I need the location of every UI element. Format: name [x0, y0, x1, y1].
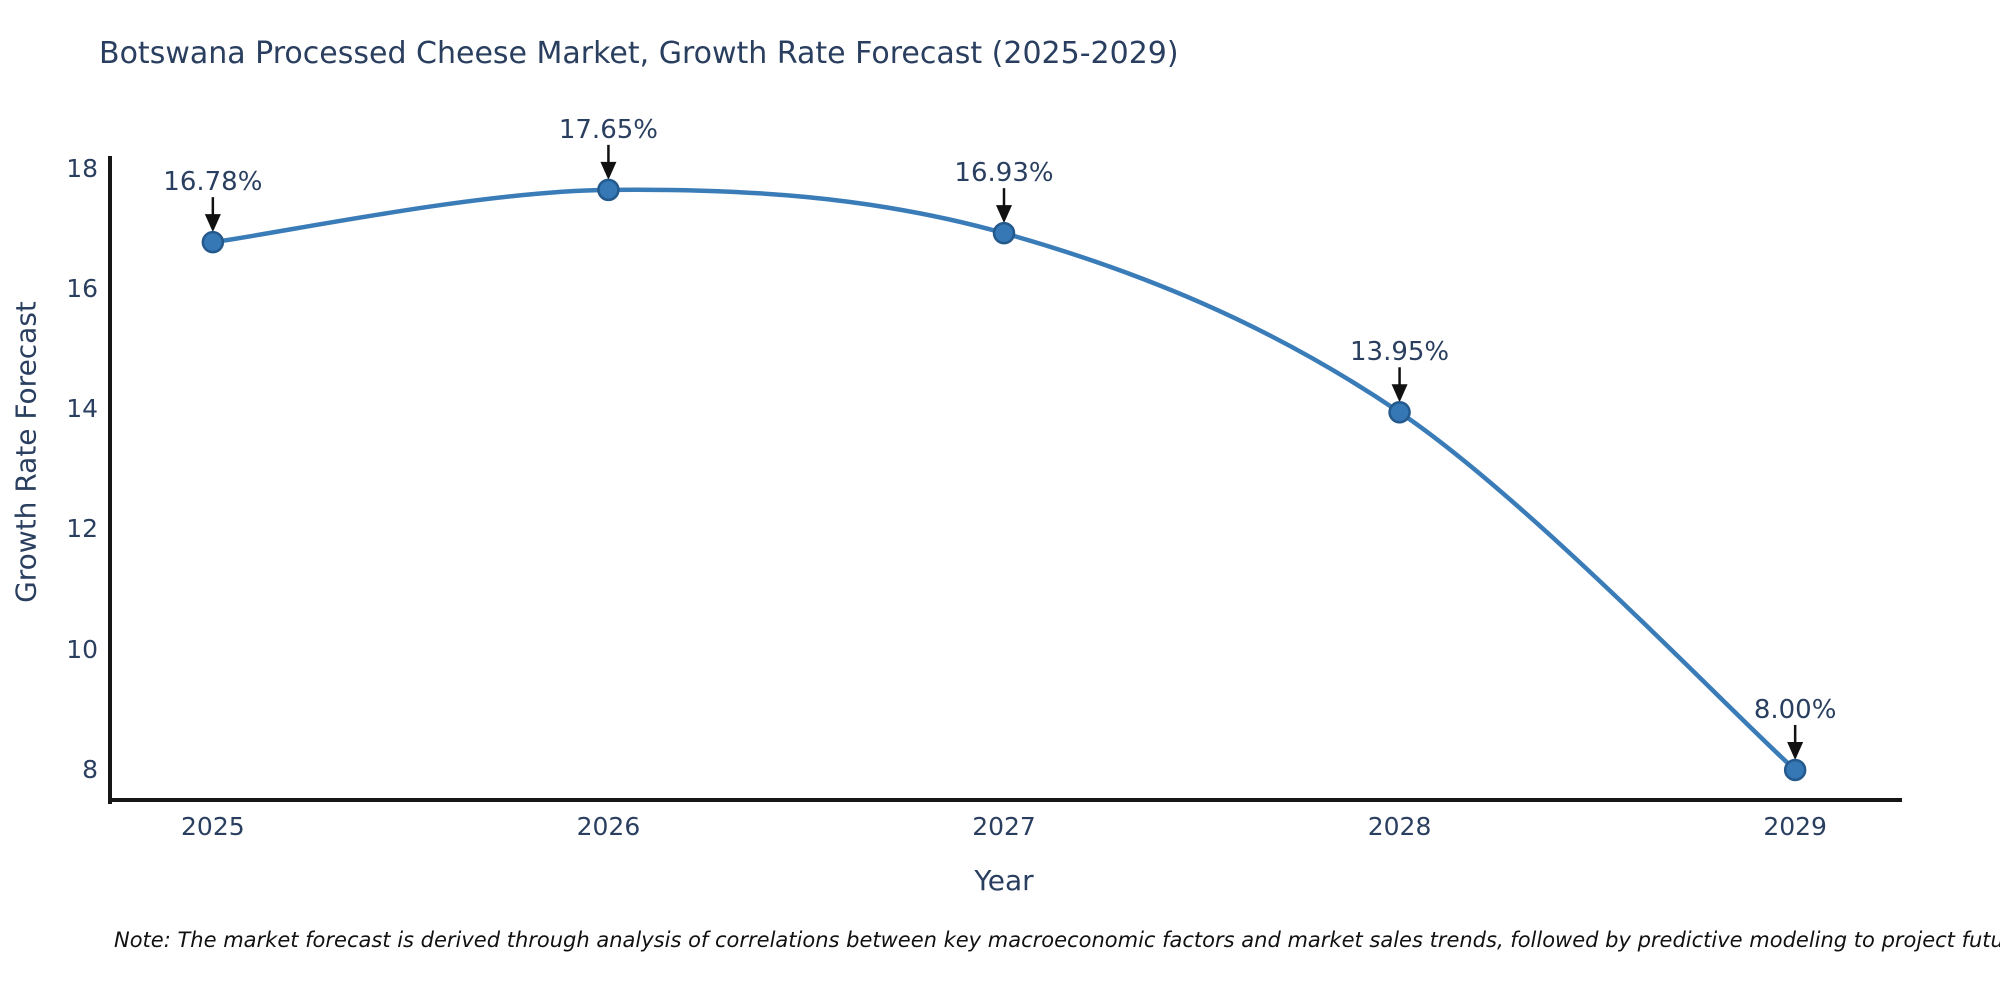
annotation-label: 8.00% — [1753, 694, 1837, 725]
trend-line — [212, 187, 1797, 772]
annotation-arrowhead-icon — [1787, 741, 1804, 760]
x-axis-line — [108, 798, 1902, 802]
x-tick-label: 2026 — [576, 812, 641, 841]
x-tick-label: 2025 — [181, 812, 245, 841]
y-tick-label: 8 — [82, 754, 98, 784]
y-axis-line — [108, 156, 112, 804]
x-tick-label: 2028 — [1367, 812, 1432, 841]
y-tick-label: 16 — [66, 274, 98, 304]
y-tick-label: 18 — [66, 153, 98, 183]
x-tick-label: 2027 — [972, 812, 1036, 841]
annotation-arrowhead-icon — [1391, 384, 1408, 403]
annotation-label: 17.65% — [558, 114, 658, 145]
annotation-label: 16.78% — [163, 167, 263, 198]
annotation-arrowhead-icon — [600, 161, 617, 180]
data-point-marker[interactable] — [201, 230, 225, 254]
x-tick-label: 2029 — [1763, 812, 1827, 841]
footnote: Note: The market forecast is derived thr… — [114, 928, 2000, 952]
annotation-label: 13.95% — [1349, 337, 1450, 368]
y-tick-label: 12 — [66, 514, 98, 544]
annotation-label: 16.93% — [954, 158, 1054, 189]
data-point-marker[interactable] — [992, 221, 1016, 245]
data-point-marker[interactable] — [1783, 758, 1807, 782]
y-axis-title: Growth Rate Forecast — [9, 301, 43, 603]
y-tick-label: 10 — [66, 634, 98, 664]
data-point-marker[interactable] — [597, 178, 620, 202]
annotation-arrowhead-icon — [996, 205, 1012, 224]
data-point-marker[interactable] — [1388, 401, 1411, 424]
y-tick-label: 14 — [66, 394, 98, 424]
x-axis-title: Year — [974, 864, 1034, 897]
chart-title: Botswana Processed Cheese Market, Growth… — [99, 36, 1179, 71]
annotation-arrowhead-icon — [204, 214, 221, 233]
